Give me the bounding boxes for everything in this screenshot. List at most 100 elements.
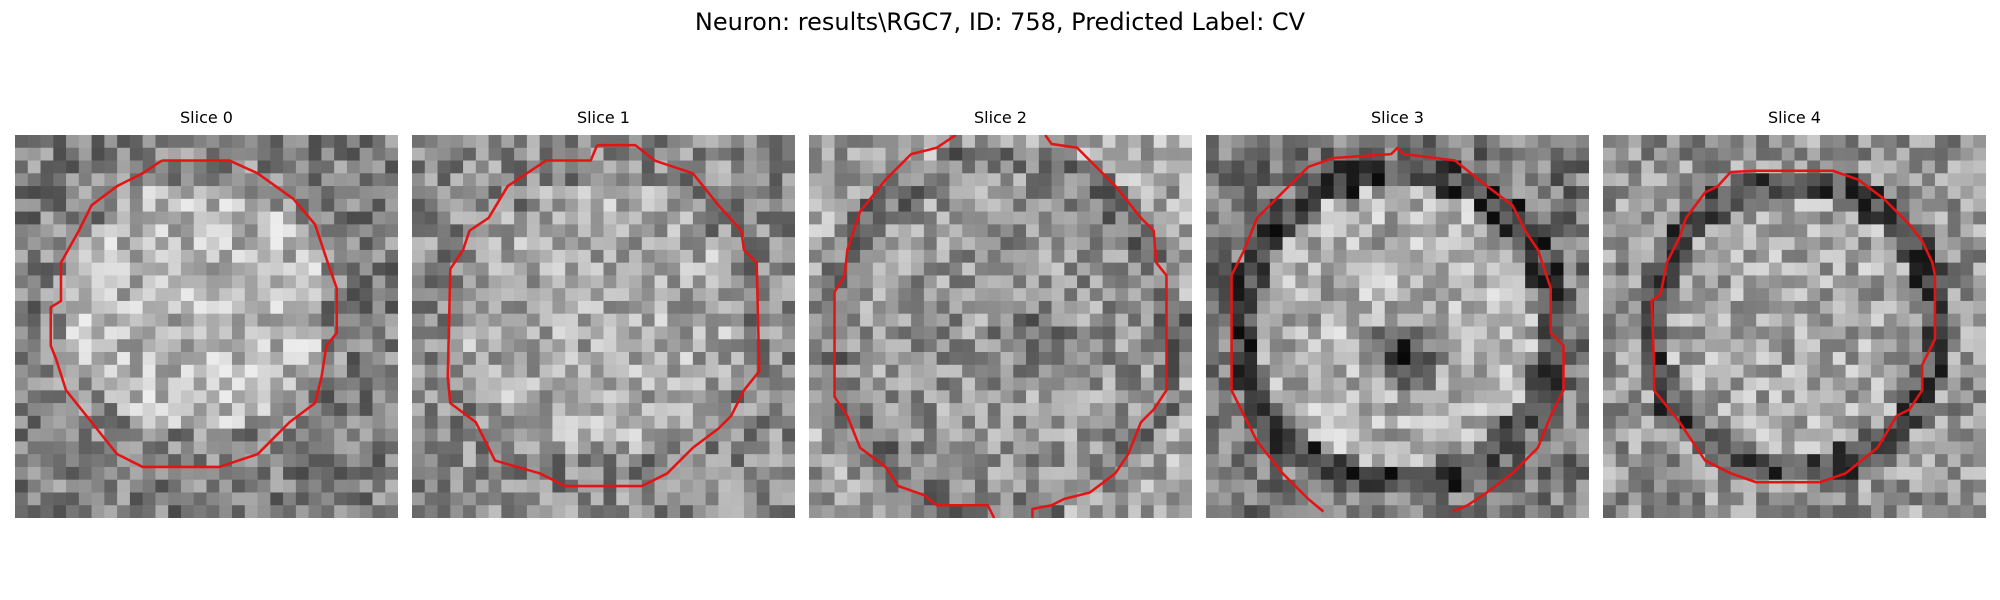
image-pixel <box>1896 505 1910 518</box>
image-pixel <box>1692 160 1706 174</box>
image-pixel <box>117 390 131 404</box>
image-pixel <box>911 428 925 442</box>
image-pixel <box>1013 428 1027 442</box>
image-pixel <box>1346 364 1360 378</box>
image-pixel <box>552 428 566 442</box>
image-pixel <box>911 313 925 327</box>
image-pixel <box>847 135 861 149</box>
image-pixel <box>552 326 566 340</box>
image-pixel <box>53 415 67 429</box>
image-pixel <box>424 198 438 212</box>
image-pixel <box>475 454 489 468</box>
image-pixel <box>385 300 398 314</box>
image-pixel <box>1730 211 1744 225</box>
image-pixel <box>1128 492 1142 506</box>
image-pixel <box>1628 135 1642 149</box>
image-pixel <box>1115 211 1129 225</box>
image-pixel <box>1550 454 1564 468</box>
image-pixel <box>1947 198 1961 212</box>
image-pixel <box>1423 135 1437 149</box>
image-pixel <box>1499 275 1513 289</box>
image-pixel <box>1013 300 1027 314</box>
image-pixel <box>885 352 899 366</box>
image-pixel <box>437 454 451 468</box>
image-pixel <box>577 415 591 429</box>
image-pixel <box>1320 160 1334 174</box>
image-pixel <box>1641 262 1655 276</box>
image-pixel <box>1550 466 1564 480</box>
image-pixel <box>680 390 694 404</box>
image-pixel <box>1807 237 1821 251</box>
image-pixel <box>743 339 757 353</box>
image-pixel <box>1282 377 1296 391</box>
image-pixel <box>206 173 220 187</box>
image-pixel <box>1909 135 1923 149</box>
image-pixel <box>1858 479 1872 493</box>
image-pixel <box>1909 186 1923 200</box>
image-pixel <box>680 211 694 225</box>
image-pixel <box>501 339 515 353</box>
image-pixel <box>911 211 925 225</box>
image-pixel <box>603 428 617 442</box>
image-pixel <box>385 249 398 263</box>
image-pixel <box>1320 262 1334 276</box>
image-pixel <box>1883 352 1897 366</box>
image-pixel <box>1705 160 1719 174</box>
image-pixel <box>1858 300 1872 314</box>
image-pixel <box>15 454 29 468</box>
image-pixel <box>872 364 886 378</box>
image-pixel <box>1115 339 1129 353</box>
image-pixel <box>412 415 426 429</box>
image-pixel <box>654 441 668 455</box>
image-pixel <box>847 249 861 263</box>
image-pixel <box>923 275 937 289</box>
image-pixel <box>974 454 988 468</box>
image-pixel <box>1909 377 1923 391</box>
image-pixel <box>1820 454 1834 468</box>
image-pixel <box>1858 198 1872 212</box>
image-pixel <box>1525 428 1539 442</box>
image-pixel <box>1423 466 1437 480</box>
image-pixel <box>1013 441 1027 455</box>
image-pixel <box>1641 466 1655 480</box>
image-pixel <box>1026 224 1040 238</box>
image-pixel <box>463 390 477 404</box>
image-pixel <box>450 415 464 429</box>
image-pixel <box>1486 224 1500 238</box>
image-pixel <box>821 147 835 161</box>
image-pixel <box>78 441 92 455</box>
image-pixel <box>1295 198 1309 212</box>
image-pixel <box>450 505 464 518</box>
image-pixel <box>1166 415 1180 429</box>
image-pixel <box>1845 262 1859 276</box>
image-pixel <box>1102 505 1116 518</box>
image-pixel <box>463 505 477 518</box>
image-pixel <box>117 339 131 353</box>
image-pixel <box>1333 288 1347 302</box>
image-pixel <box>1820 492 1834 506</box>
image-pixel <box>1115 173 1129 187</box>
image-pixel <box>911 275 925 289</box>
image-pixel <box>359 390 373 404</box>
image-pixel <box>641 454 655 468</box>
image-pixel <box>1947 505 1961 518</box>
image-pixel <box>104 377 118 391</box>
image-pixel <box>616 186 630 200</box>
image-pixel <box>129 339 143 353</box>
image-pixel <box>565 262 579 276</box>
image-pixel <box>475 403 489 417</box>
image-pixel <box>412 390 426 404</box>
image-pixel <box>641 186 655 200</box>
image-pixel <box>1654 415 1668 429</box>
image-pixel <box>270 326 284 340</box>
image-pixel <box>782 147 795 161</box>
image-pixel <box>756 390 770 404</box>
image-pixel <box>590 403 604 417</box>
image-pixel <box>514 454 528 468</box>
image-pixel <box>1563 339 1577 353</box>
image-pixel <box>1947 288 1961 302</box>
image-pixel <box>974 262 988 276</box>
image-pixel <box>1013 275 1027 289</box>
image-pixel <box>1628 454 1642 468</box>
image-pixel <box>321 479 335 493</box>
